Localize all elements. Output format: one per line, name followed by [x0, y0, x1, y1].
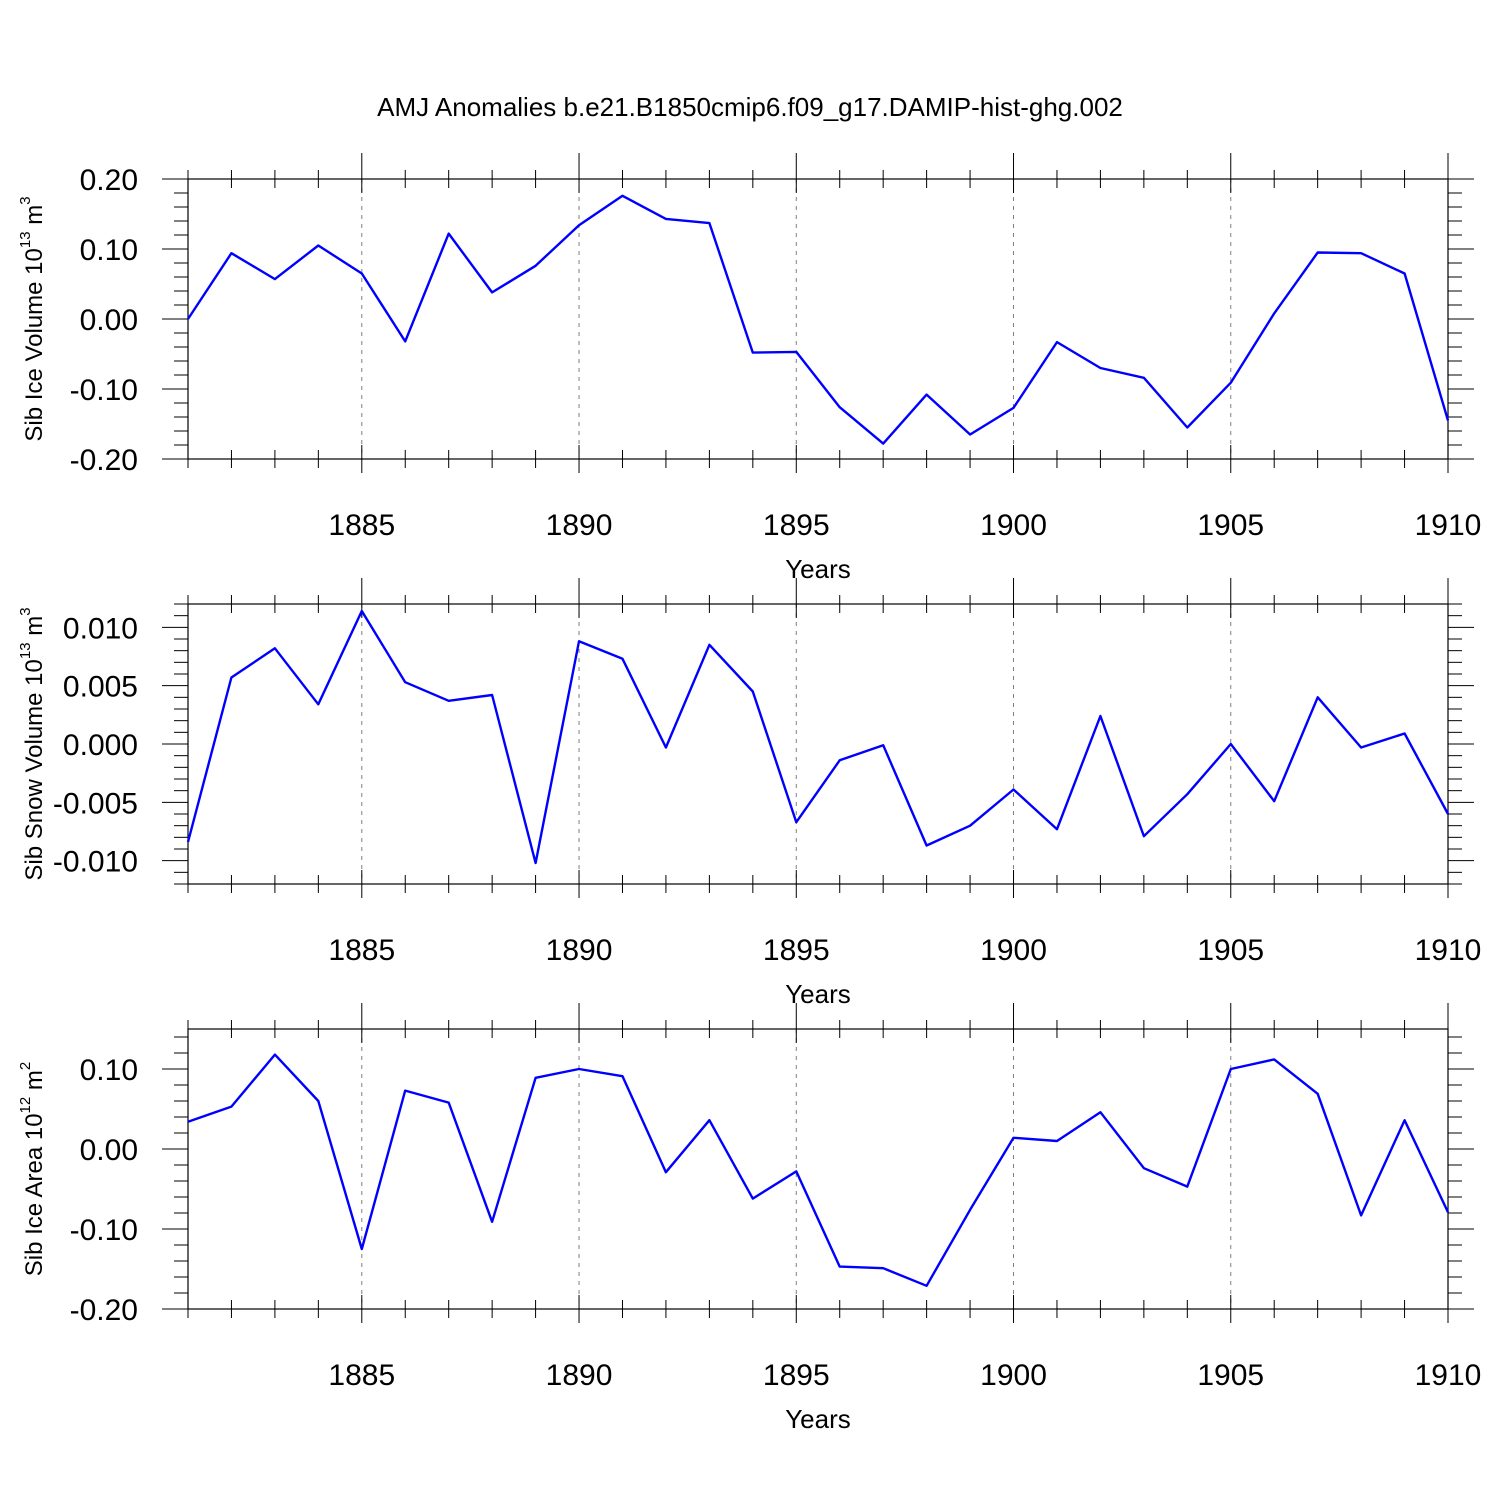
y-tick-label: -0.20: [70, 444, 138, 477]
y-tick-label: 0.000: [63, 729, 138, 762]
y-tick-label: 0.005: [63, 671, 138, 704]
y-axis-label: Sib Ice Volume 1013 m3: [17, 196, 48, 441]
series-line: [187, 1053, 1450, 1288]
series-line: [186, 609, 1450, 865]
plot-frame: [187, 178, 1449, 460]
x-tick-label: 1890: [546, 509, 613, 542]
y-tick-label: 0.20: [80, 164, 138, 197]
chart-title: AMJ Anomalies b.e21.B1850cmip6.f09_g17.D…: [377, 92, 1123, 122]
y-tick-label: 0.10: [80, 1054, 138, 1087]
y-tick-label: -0.10: [70, 1214, 138, 1247]
x-tick-label: 1905: [1197, 1359, 1264, 1392]
x-tick-label: 1885: [328, 934, 395, 967]
x-tick-label: 1910: [1415, 509, 1482, 542]
x-tick-label: 1910: [1415, 1359, 1482, 1392]
series-line: [186, 194, 1450, 445]
y-tick-label: -0.010: [53, 846, 138, 879]
x-tick-label: 1895: [763, 934, 830, 967]
x-tick-label: 1910: [1415, 934, 1482, 967]
y-tick-label: 0.00: [80, 304, 138, 337]
x-tick-label: 1905: [1197, 509, 1264, 542]
panel-1: 0.20 0.10 0.00 -0.10 -0.20 1885 1890 1895 1900 19…: [17, 153, 1481, 584]
x-tick-label: 1895: [763, 1359, 830, 1392]
x-axis-label: Years: [785, 554, 851, 584]
x-tick-label: 1885: [328, 509, 395, 542]
panel-3: 0.10 0.00 -0.10 -0.20 1885 1890 1895 1900 1905 19…: [17, 1003, 1481, 1434]
y-tick-label: -0.005: [53, 787, 138, 820]
y-axis-label: Sib Snow Volume 1013 m3: [17, 607, 48, 880]
y-tick-label: 0.010: [63, 612, 138, 645]
x-tick-label: 1900: [980, 1359, 1047, 1392]
y-axis-label: Sib Ice Area 1012 m2: [17, 1062, 48, 1276]
panel-2: 0.010 0.005 0.000 -0.005 -0.010 1885 1890 1895 1…: [17, 578, 1481, 1009]
x-tick-label: 1890: [546, 934, 613, 967]
x-tick-label: 1900: [980, 934, 1047, 967]
x-tick-label: 1895: [763, 509, 830, 542]
plot-frame: [187, 603, 1449, 885]
plot-frame: [187, 1028, 1449, 1310]
y-tick-label: -0.20: [70, 1294, 138, 1327]
y-tick-label: 0.10: [80, 234, 138, 267]
x-tick-label: 1905: [1197, 934, 1264, 967]
y-tick-label: -0.10: [70, 374, 138, 407]
x-axis-label: Years: [785, 1404, 851, 1434]
x-axis-label: Years: [785, 979, 851, 1009]
x-tick-label: 1890: [546, 1359, 613, 1392]
y-tick-label: 0.00: [80, 1134, 138, 1167]
x-tick-label: 1885: [328, 1359, 395, 1392]
x-tick-label: 1900: [980, 509, 1047, 542]
